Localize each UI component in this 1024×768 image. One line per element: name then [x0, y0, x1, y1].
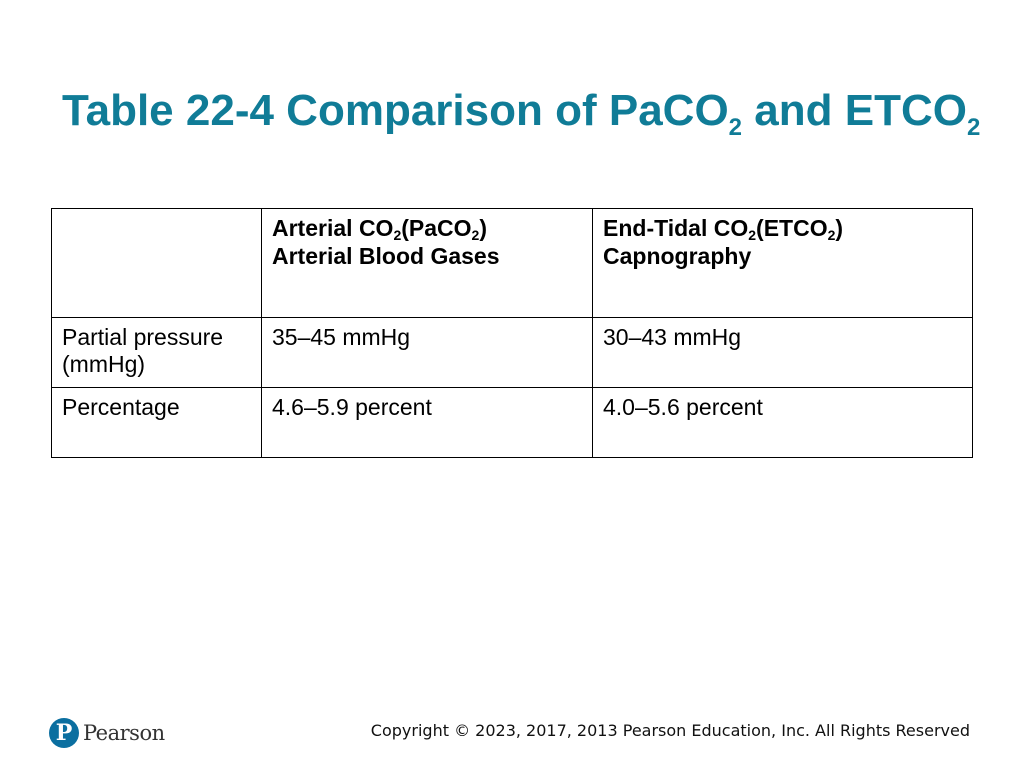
copyright-notice: Copyright © 2023, 2017, 2013 Pearson Edu…: [370, 721, 970, 740]
page-title: Table 22-4 Comparison of PaCO2 and ETCO2: [62, 86, 980, 142]
pearson-logo-icon: P: [49, 718, 79, 748]
header-cell-empty: [51, 208, 262, 318]
header-endtidal-line1: End-Tidal CO2(ETCO2): [603, 215, 844, 243]
row-label: Percentage: [51, 387, 262, 458]
table-row: Partial pressure (mmHg) 35–45 mmHg 30–43…: [51, 317, 973, 388]
title-prefix: Table 22-4 Comparison of: [62, 86, 609, 135]
header-arterial-line2: Arterial Blood Gases: [272, 243, 500, 269]
cell-arterial: 4.6–5.9 percent: [261, 387, 593, 458]
table-header-row: Arterial CO2(PaCO2) Arterial Blood Gases…: [51, 208, 973, 318]
pearson-logo: P Pearson: [49, 718, 165, 748]
pearson-logo-text: Pearson: [83, 721, 165, 745]
header-endtidal-line2: Capnography: [603, 243, 752, 269]
cell-endtidal: 30–43 mmHg: [592, 317, 973, 388]
title-conjunction: and: [742, 86, 845, 135]
row-label: Partial pressure (mmHg): [51, 317, 262, 388]
header-arterial-line1: Arterial CO2(PaCO2): [272, 215, 487, 243]
cell-arterial: 35–45 mmHg: [261, 317, 593, 388]
header-cell-endtidal: End-Tidal CO2(ETCO2) Capnography: [592, 208, 973, 318]
title-term-etco2: ETCO2: [844, 86, 981, 141]
comparison-table: Arterial CO2(PaCO2) Arterial Blood Gases…: [51, 208, 973, 458]
cell-endtidal: 4.0–5.6 percent: [592, 387, 973, 458]
table-row: Percentage 4.6–5.9 percent 4.0–5.6 perce…: [51, 387, 973, 458]
title-term-paco2: PaCO2: [608, 86, 743, 141]
header-cell-arterial: Arterial CO2(PaCO2) Arterial Blood Gases: [261, 208, 593, 318]
